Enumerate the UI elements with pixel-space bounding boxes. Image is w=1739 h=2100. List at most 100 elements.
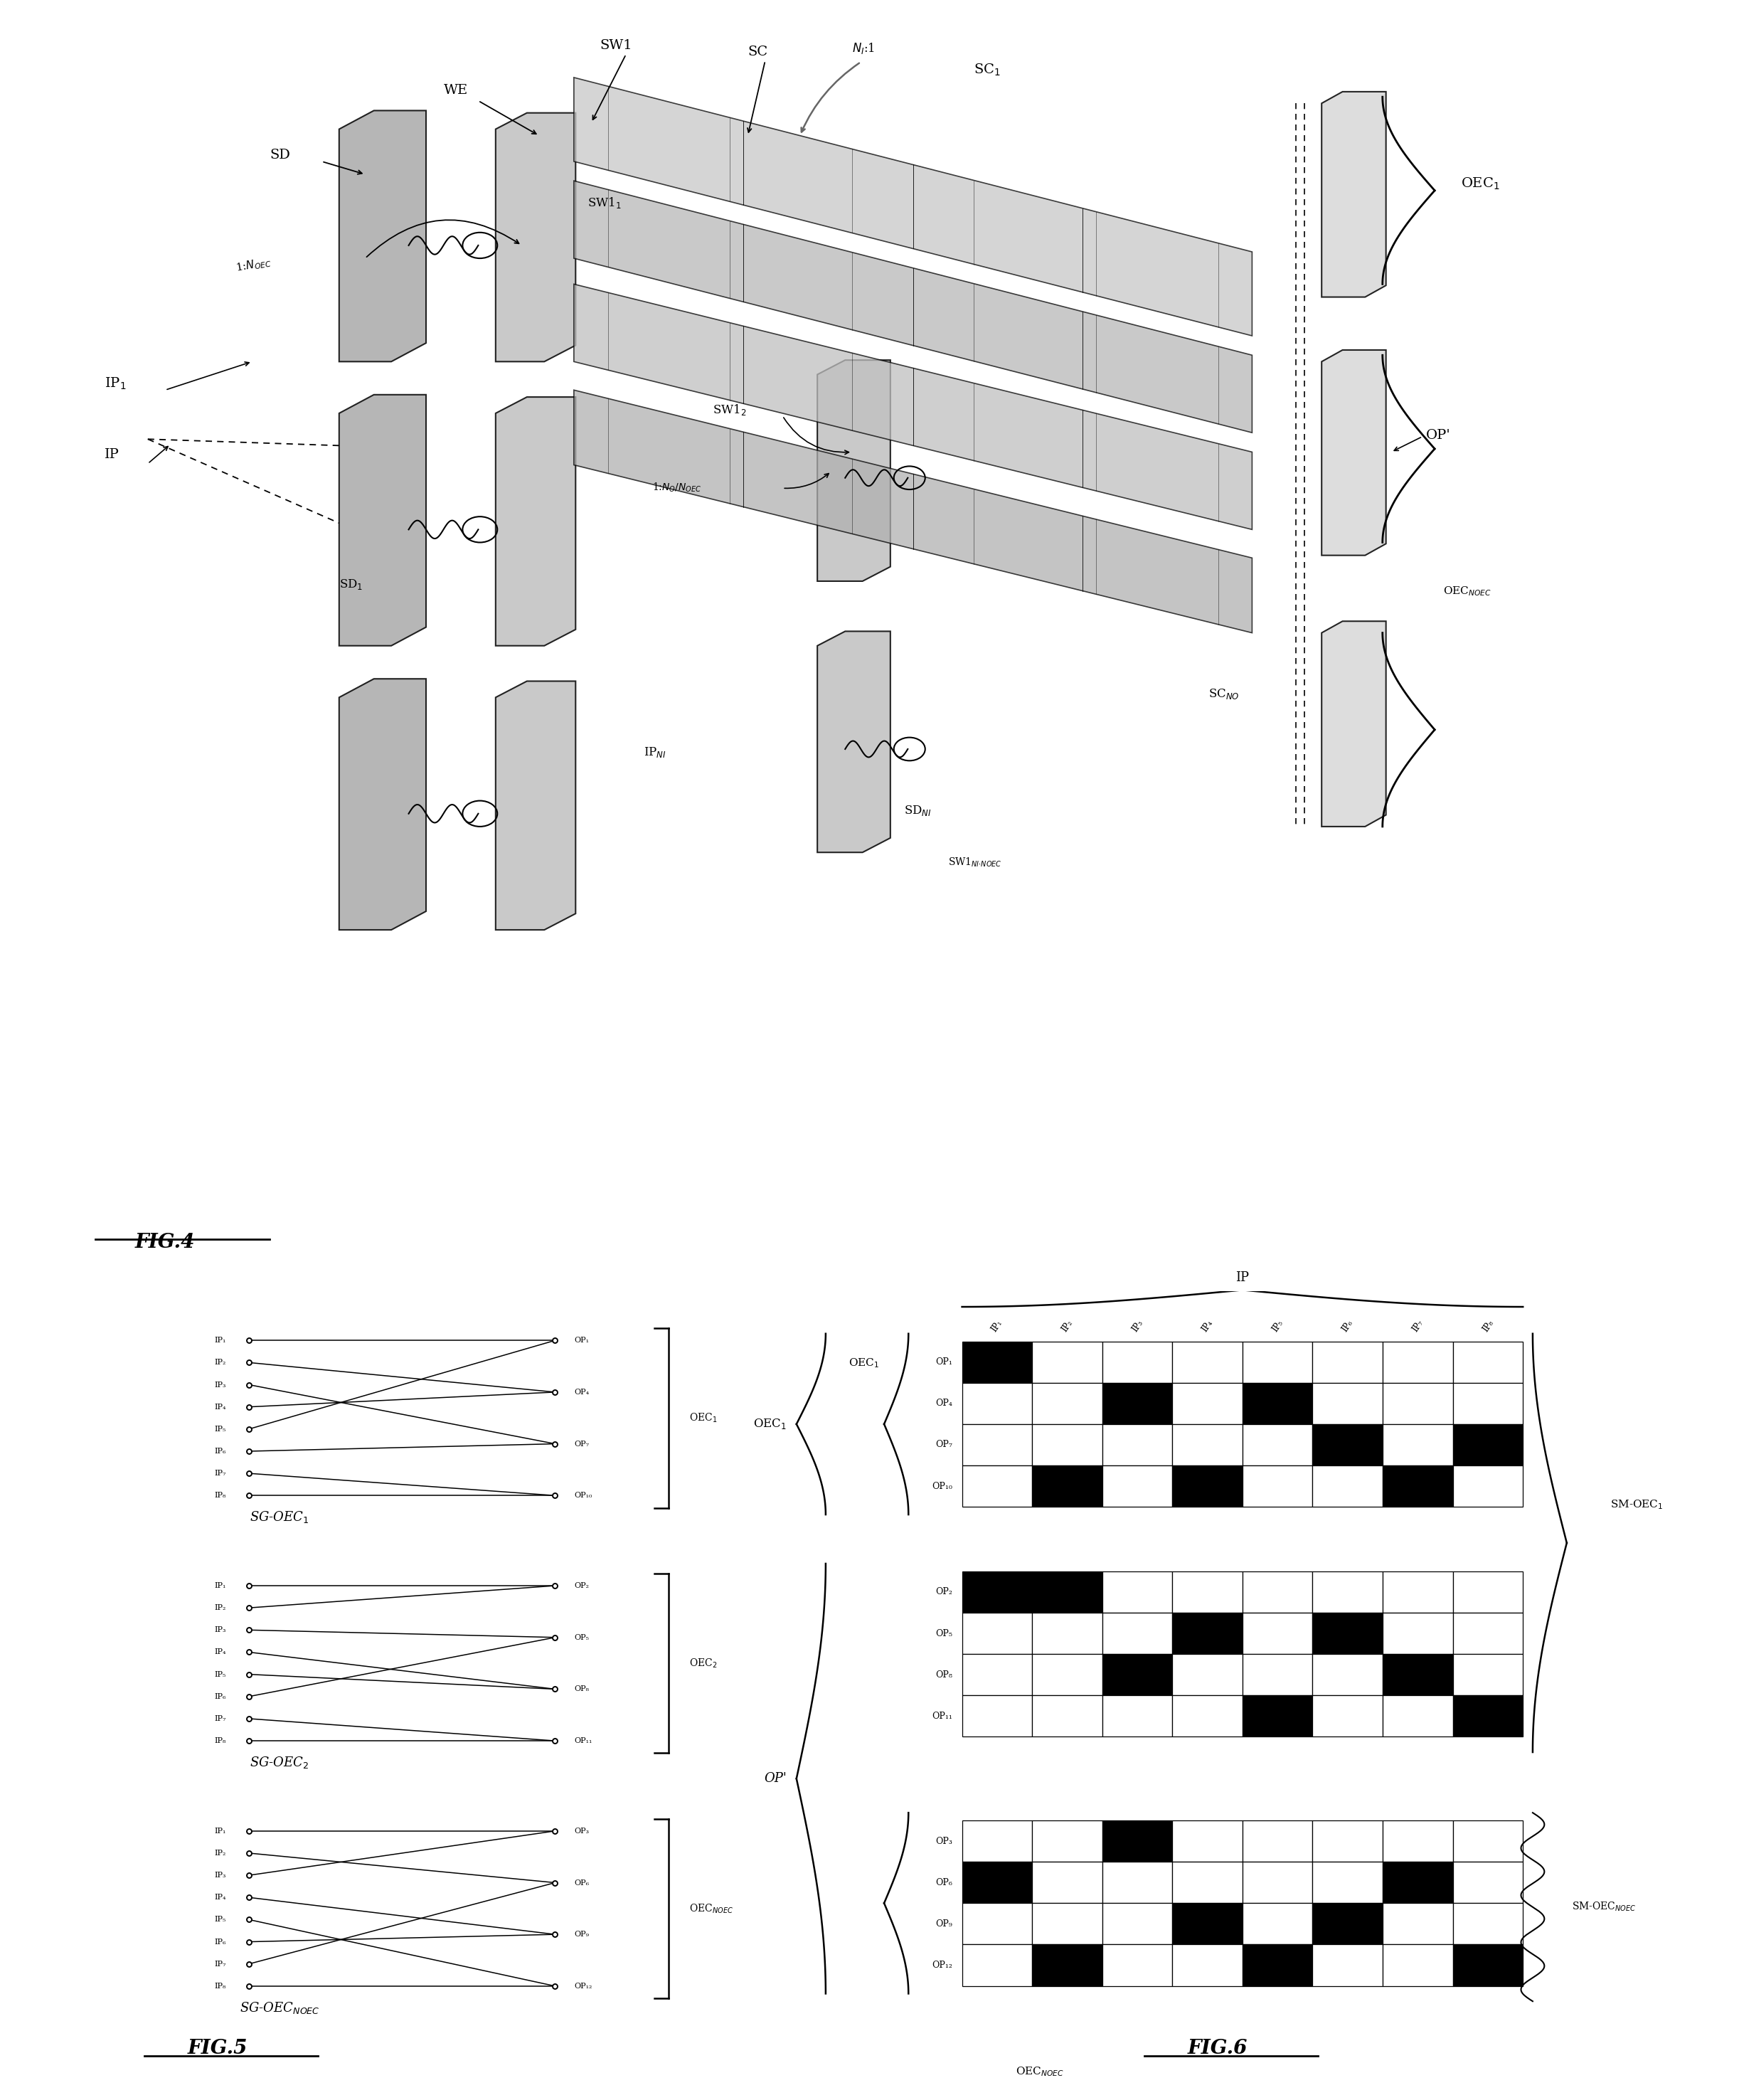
Bar [962, 1571, 1033, 1613]
Text: FIG.4: FIG.4 [136, 1233, 195, 1252]
Text: IP₂: IP₂ [214, 1359, 226, 1367]
Bar [1172, 1655, 1242, 1695]
Text: IP₄: IP₄ [214, 1403, 226, 1411]
Bar [962, 1695, 1033, 1737]
Bar [1033, 1821, 1103, 1863]
Bar [962, 1466, 1033, 1508]
Bar [1452, 1821, 1523, 1863]
Bar [962, 1655, 1033, 1695]
Polygon shape [574, 78, 1252, 336]
Polygon shape [496, 113, 576, 361]
Bar [1313, 1821, 1383, 1863]
Bar [1313, 1466, 1383, 1508]
Bar [1452, 1571, 1523, 1613]
Text: IP₂: IP₂ [1059, 1319, 1075, 1334]
Text: OP₁₁: OP₁₁ [932, 1711, 953, 1720]
Text: OEC$_{NOEC}$: OEC$_{NOEC}$ [689, 1903, 734, 1915]
Bar [962, 1382, 1033, 1424]
Text: OP₇: OP₇ [574, 1441, 590, 1447]
Text: IP$_{NI}$: IP$_{NI}$ [643, 746, 666, 758]
Bar [1242, 1571, 1313, 1613]
Text: IP: IP [104, 449, 120, 462]
Bar [1313, 1571, 1383, 1613]
Bar [1313, 1342, 1383, 1382]
Bar [1313, 1655, 1383, 1695]
Polygon shape [574, 391, 1252, 632]
Bar [1242, 1382, 1313, 1424]
Bar [1033, 1695, 1103, 1737]
Bar [1103, 1342, 1172, 1382]
Text: IP₇: IP₇ [214, 1716, 226, 1722]
Text: IP₁: IP₁ [214, 1581, 226, 1590]
Bar [962, 1863, 1033, 1903]
Polygon shape [1322, 351, 1386, 554]
Bar [1033, 1382, 1103, 1424]
Text: IP₈: IP₈ [1480, 1319, 1496, 1334]
Polygon shape [1322, 622, 1386, 827]
Text: OP₈: OP₈ [936, 1670, 953, 1680]
Bar [1172, 1342, 1242, 1382]
Text: IP₁: IP₁ [989, 1319, 1005, 1334]
Bar [1103, 1382, 1172, 1424]
Text: OP₆: OP₆ [936, 1877, 953, 1888]
Text: IP₃: IP₃ [214, 1871, 226, 1880]
Text: OP₁₁: OP₁₁ [574, 1737, 593, 1745]
Text: IP₄: IP₄ [214, 1894, 226, 1901]
Text: SD$_{NI}$: SD$_{NI}$ [904, 804, 932, 817]
Bar [1242, 1863, 1313, 1903]
Bar [1172, 1466, 1242, 1508]
Text: IP₅: IP₅ [214, 1915, 226, 1924]
Text: OP₉: OP₉ [936, 1919, 953, 1928]
Bar [1172, 1613, 1242, 1655]
Text: OP': OP' [1426, 428, 1450, 441]
Text: SD: SD [270, 149, 290, 162]
Bar [1103, 1945, 1172, 1987]
Bar [1452, 1424, 1523, 1466]
Bar [1452, 1695, 1523, 1737]
Text: FIG.6: FIG.6 [1188, 2039, 1247, 2058]
Text: SG-OEC$_1$: SG-OEC$_1$ [250, 1510, 310, 1525]
Text: IP₃: IP₃ [214, 1628, 226, 1634]
Bar [1452, 1613, 1523, 1655]
Text: OEC$_{NOEC}$: OEC$_{NOEC}$ [1016, 2066, 1064, 2079]
Text: IP₆: IP₆ [214, 1693, 226, 1701]
Text: IP₆: IP₆ [1341, 1319, 1355, 1334]
Bar [1383, 1342, 1452, 1382]
Bar [1242, 1466, 1313, 1508]
Text: OP₅: OP₅ [574, 1634, 590, 1640]
Polygon shape [817, 632, 890, 853]
Text: OP₁: OP₁ [574, 1338, 590, 1344]
Text: IP₈: IP₈ [214, 1491, 226, 1499]
Text: OP₁: OP₁ [936, 1357, 953, 1367]
Text: OP₃: OP₃ [574, 1827, 590, 1835]
Bar [1033, 1342, 1103, 1382]
Text: OP₁₂: OP₁₂ [932, 1961, 953, 1970]
Bar [1103, 1466, 1172, 1508]
Text: IP₇: IP₇ [214, 1961, 226, 1968]
Bar [1452, 1655, 1523, 1695]
Bar [1242, 1945, 1313, 1987]
Bar [1313, 1903, 1383, 1945]
Bar [1313, 1613, 1383, 1655]
Text: OEC$_2$: OEC$_2$ [689, 1657, 716, 1670]
Text: OP₈: OP₈ [574, 1686, 590, 1693]
Text: IP₄: IP₄ [214, 1649, 226, 1655]
Text: SW1: SW1 [600, 40, 633, 53]
Text: SD$_1$: SD$_1$ [339, 578, 363, 592]
Polygon shape [1322, 92, 1386, 296]
Text: SC$_{NO}$: SC$_{NO}$ [1209, 687, 1240, 701]
Polygon shape [339, 395, 426, 647]
Bar [1383, 1613, 1452, 1655]
Text: OEC$_1$: OEC$_1$ [1461, 176, 1499, 191]
Text: IP$_1$: IP$_1$ [104, 376, 125, 391]
Text: OP₁₂: OP₁₂ [574, 1982, 593, 1989]
Text: 1:$N_O/N_{OEC}$: 1:$N_O/N_{OEC}$ [652, 481, 701, 494]
Text: OP₅: OP₅ [936, 1630, 953, 1638]
Text: IP: IP [1236, 1270, 1249, 1283]
Text: SM-OEC$_1$: SM-OEC$_1$ [1610, 1497, 1664, 1510]
Bar [1172, 1945, 1242, 1987]
Bar [1313, 1863, 1383, 1903]
Text: OP': OP' [763, 1772, 786, 1785]
Bar [1242, 1821, 1313, 1863]
Bar [1103, 1613, 1172, 1655]
